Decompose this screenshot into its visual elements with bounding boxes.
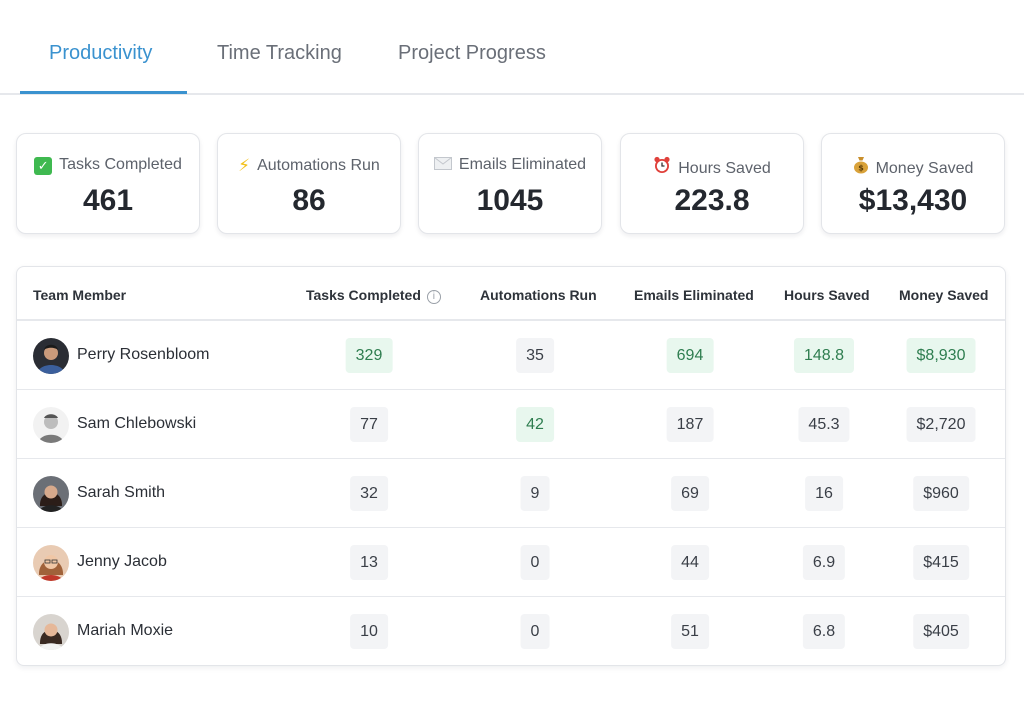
card-value: 461: [82, 184, 134, 217]
money-saved-value: $960: [913, 476, 969, 511]
emails-eliminated-value: 187: [666, 407, 714, 442]
emails-eliminated-value: 44: [671, 545, 709, 580]
avatar: [33, 476, 69, 512]
tasks-completed-value: 329: [345, 338, 393, 373]
column-header-hours-saved[interactable]: Hours Saved: [784, 287, 870, 303]
envelope-icon: [433, 157, 452, 175]
tasks-completed-value: 13: [350, 545, 388, 580]
card-label: Automations Run: [257, 157, 380, 174]
svg-text:$: $: [858, 164, 864, 173]
summary-card-hours-saved: Hours Saved 223.8: [620, 133, 804, 234]
lightning-icon: ⚡: [238, 156, 251, 175]
card-value: 1045: [476, 184, 544, 217]
card-value: 223.8: [674, 184, 750, 217]
hours-saved-value: 6.9: [802, 545, 846, 580]
summary-card-emails-eliminated: Emails Eliminated 1045: [418, 133, 602, 234]
check-icon: ✓: [34, 157, 53, 175]
table-row: Mariah Moxie 10 0 51 6.8 $405: [17, 597, 1005, 665]
card-label: Hours Saved: [678, 160, 771, 177]
avatar: [33, 407, 69, 443]
summary-card-money-saved: $ Money Saved $13,430: [821, 133, 1005, 234]
automations-run-value: 9: [520, 476, 550, 511]
active-tab-indicator: [20, 91, 187, 94]
member-name: Jenny Jacob: [77, 553, 167, 570]
summary-card-tasks-completed: ✓ Tasks Completed 461: [16, 133, 200, 234]
table-row: Sam Chlebowski 77 42 187 45.3 $2,720: [17, 390, 1005, 459]
member-name: Sarah Smith: [77, 484, 166, 501]
table-row: Perry Rosenbloom 329 35 694 148.8 $8,930: [17, 321, 1005, 390]
money-saved-value: $415: [913, 545, 969, 580]
table-row: Sarah Smith 32 9 69 16 $960: [17, 459, 1005, 528]
column-header-label: Tasks Completed: [306, 287, 421, 303]
money-saved-value: $2,720: [906, 407, 976, 442]
column-header-team-member[interactable]: Team Member: [33, 287, 127, 303]
card-value: $13,430: [858, 184, 968, 217]
card-value: 86: [292, 184, 326, 217]
hours-saved-value: 148.8: [793, 338, 855, 373]
tab-bar: Productivity Time Tracking Project Progr…: [0, 0, 1024, 95]
tasks-completed-value: 32: [350, 476, 388, 511]
automations-run-value: 35: [516, 338, 554, 373]
tab-time-tracking[interactable]: Time Tracking: [217, 42, 342, 64]
alarm-clock-icon: [653, 156, 671, 179]
money-bag-icon: $: [853, 156, 869, 179]
card-label: Money Saved: [875, 160, 974, 177]
column-header-emails-eliminated[interactable]: Emails Eliminated: [634, 287, 754, 303]
money-saved-value: $8,930: [906, 338, 976, 373]
team-table: Team Member Tasks Completed i Automations…: [16, 266, 1006, 666]
emails-eliminated-value: 69: [671, 476, 709, 511]
card-label: Tasks Completed: [59, 156, 182, 173]
member-name: Sam Chlebowski: [77, 415, 197, 432]
tasks-completed-value: 10: [350, 614, 388, 649]
summary-card-automations-run: ⚡ Automations Run 86: [217, 133, 401, 234]
avatar: [33, 545, 69, 581]
hours-saved-value: 6.8: [802, 614, 846, 649]
avatar: [33, 614, 69, 650]
tasks-completed-value: 77: [350, 407, 388, 442]
money-saved-value: $405: [913, 614, 969, 649]
column-header-tasks-completed[interactable]: Tasks Completed i: [306, 287, 441, 304]
automations-run-value: 0: [520, 614, 550, 649]
info-icon[interactable]: i: [426, 290, 441, 304]
hours-saved-value: 16: [805, 476, 843, 511]
card-label: Emails Eliminated: [458, 156, 587, 173]
emails-eliminated-value: 51: [671, 614, 709, 649]
column-header-automations-run[interactable]: Automations Run: [480, 287, 597, 303]
member-name: Mariah Moxie: [77, 622, 174, 639]
emails-eliminated-value: 694: [666, 338, 714, 373]
automations-run-value: 42: [516, 407, 554, 442]
hours-saved-value: 45.3: [798, 407, 850, 442]
tab-productivity[interactable]: Productivity: [49, 42, 153, 64]
table-header: Team Member Tasks Completed i Automations…: [17, 267, 1005, 321]
member-name: Perry Rosenbloom: [77, 346, 210, 363]
tab-project-progress[interactable]: Project Progress: [398, 42, 546, 64]
table-row: Jenny Jacob 13 0 44 6.9 $415: [17, 528, 1005, 597]
automations-run-value: 0: [520, 545, 550, 580]
column-header-money-saved[interactable]: Money Saved: [899, 287, 989, 303]
avatar: [33, 338, 69, 374]
